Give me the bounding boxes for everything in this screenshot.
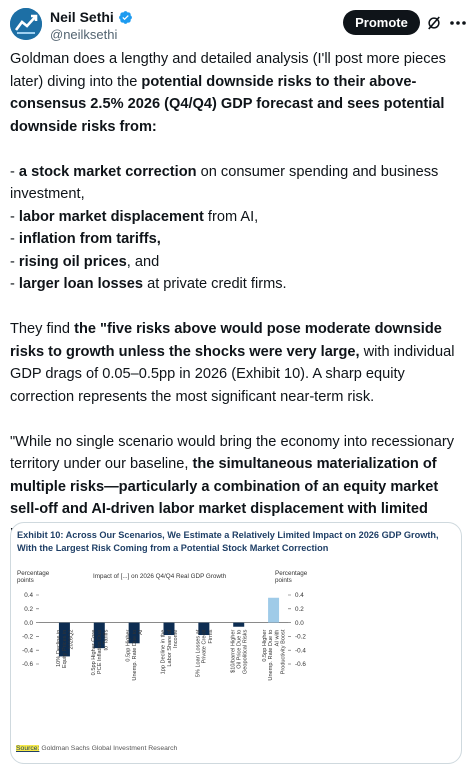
text-run: -	[10, 231, 19, 247]
name-row: Neil Sethi	[50, 9, 133, 25]
chart-image[interactable]: Exhibit 10: Across Our Scenarios, We Est…	[10, 522, 462, 764]
x-tick-label-line: AI	[138, 629, 144, 635]
x-tick-label-line: $10/barrel Higher	[230, 629, 236, 672]
chart-subtitle: Impact of [...] on 2026 Q4/Q4 Real GDP G…	[93, 573, 227, 580]
text-run: -	[10, 276, 19, 292]
more-icon	[450, 21, 466, 25]
y-tick-label-left: 0.2	[24, 606, 33, 613]
x-tick-label: 0.5pp HigherUnemp. Rate Due toAI withPro…	[262, 629, 287, 680]
x-tick-label-line: 1pp Decline in the	[161, 630, 167, 675]
x-tick-label: 10% Decline inEquity Prices in2026Q2	[56, 630, 74, 669]
x-tick-label-line: 5% Loan Losses at	[195, 629, 201, 677]
x-tick-label-line: Income	[173, 630, 179, 648]
x-tick-label-line: 2026Q2	[68, 630, 74, 650]
x-tick-label: 5% Loan Losses atPrivate CreditFirms	[195, 629, 213, 677]
bold-text-run: larger loan losses	[18, 276, 144, 292]
y-tick-label-left: 0.4	[24, 592, 33, 599]
risk-list-item: - rising oil prices, and	[10, 251, 466, 274]
promote-button[interactable]: Promote	[343, 10, 420, 35]
text-run: "While no single scenario would bring th…	[10, 433, 455, 473]
x-tick-label-line: Labor Share of	[167, 629, 173, 666]
text-run: Goldman does a lengthy and detailed anal…	[10, 51, 446, 90]
x-tick-label-line: 0.5pp Higher	[262, 629, 268, 661]
x-tick-label-line: Private Credit	[202, 629, 208, 663]
author-name[interactable]: Neil Sethi	[50, 9, 114, 25]
y-axis-label-right: Percentage	[275, 570, 308, 577]
chart-title: Exhibit 10: Across Our Scenarios, We Est…	[17, 530, 439, 553]
x-tick-label: $10/barrel HigherOil Price Due toGeopoli…	[230, 629, 248, 674]
x-tick-label-line: Firms	[208, 629, 214, 643]
x-tick-label-line: Productivity Boost	[281, 629, 287, 674]
avatar-logo-icon	[10, 8, 42, 40]
post-paragraph-findings: They find the "five risks above would po…	[10, 318, 466, 408]
author-handle[interactable]: @neilksethi	[50, 27, 118, 42]
text-run: from AI,	[203, 208, 259, 225]
text-run: , and	[126, 253, 160, 270]
y-tick-label-left: 0.0	[24, 620, 33, 627]
y-tick-label-right: -0.6	[295, 661, 306, 668]
x-tick-label: 0.5pp Higher CorePCE Inflation Dueto Tar…	[91, 629, 109, 675]
x-tick-label: 1pp Decline in theLabor Share ofIncome	[161, 629, 179, 674]
risk-list-item: - labor market displacement from AI,	[10, 206, 466, 229]
x-tick-label-line: Unemp. Rate Due to	[132, 630, 138, 681]
y-axis-label-left: Percentage	[17, 570, 50, 577]
source-text: Goldman Sachs Global Investment Research	[39, 745, 178, 752]
post-risk-list: - a stock market correction on consumer …	[10, 161, 466, 296]
avatar[interactable]	[10, 8, 42, 40]
post-text: Goldman does a lengthy and detailed anal…	[10, 48, 466, 588]
text-run: on consumer spending and business invest…	[10, 163, 439, 203]
source-label: Source:	[16, 745, 40, 752]
text-run: -	[10, 163, 19, 180]
text-run: at private credit firms.	[143, 276, 287, 292]
y-tick-label-right: 0.0	[295, 620, 304, 627]
bar	[198, 622, 210, 636]
bold-text-run: labor market displacement	[18, 208, 204, 225]
text-run: -	[10, 253, 19, 270]
x-tick-label-line: Geopolitical Risks	[243, 629, 249, 674]
bar	[163, 622, 175, 636]
x-tick-label-line: AI with	[274, 630, 280, 647]
risk-list-item: - inflation from tariffs,	[10, 228, 466, 251]
x-tick-label-line: to Tariffs	[103, 629, 109, 650]
text-run: They find	[10, 321, 75, 337]
y-tick-label-right: -0.2	[295, 634, 306, 641]
chart-source: Source: Goldman Sachs Global Investment …	[16, 745, 177, 752]
bar	[93, 622, 105, 649]
verified-badge-icon	[118, 10, 132, 24]
bar	[128, 622, 140, 644]
risk-list-item: - a stock market correction on consumer …	[10, 161, 466, 206]
bold-text-run: rising oil prices	[18, 253, 127, 270]
bar	[58, 622, 70, 657]
y-tick-label-right: -0.4	[295, 647, 306, 654]
x-tick-label: 0.5pp HigherUnemp. Rate Due toAI	[126, 629, 144, 680]
y-tick-label-left: -0.2	[22, 634, 33, 641]
text-run: -	[10, 208, 19, 225]
x-tick-label-line: 10% Decline in	[56, 630, 62, 667]
y-tick-label-right: 0.2	[295, 606, 304, 613]
x-tick-label-line: 0.5pp Higher Core	[91, 630, 97, 676]
y-tick-label-right: 0.4	[295, 592, 304, 599]
more-button[interactable]	[447, 13, 469, 33]
bold-text-run: the "five risks above would pose moderat…	[10, 321, 442, 360]
grok-icon[interactable]	[425, 14, 443, 32]
y-tick-label-left: -0.4	[22, 647, 33, 654]
x-tick-label-line: 0.5pp Higher	[126, 629, 132, 661]
x-tick-label-line: Equity Prices in	[62, 630, 68, 669]
y-tick-label-left: -0.6	[22, 661, 33, 668]
y-axis-label-left-2: points	[17, 577, 34, 584]
bold-text-run: a stock market correction	[18, 163, 197, 180]
x-tick-label-line: PCE Inflation Due	[97, 630, 103, 674]
post-header: Neil Sethi @neilksethi Promote	[0, 0, 476, 52]
bold-text-run: potential downside risks to their above-…	[10, 73, 445, 135]
bar	[233, 622, 245, 627]
bold-text-run: inflation from tariffs,	[18, 231, 161, 247]
x-tick-label-line: Unemp. Rate Due to	[268, 630, 274, 681]
bar	[268, 597, 280, 623]
post-paragraph-intro: Goldman does a lengthy and detailed anal…	[10, 48, 466, 138]
y-axis-label-right-2: points	[275, 577, 292, 584]
x-tick-label-line: Oil Price Due to	[237, 630, 243, 669]
risk-list-item: - larger loan losses at private credit f…	[10, 273, 466, 296]
text-run: with individual GDP drags of 0.05–0.5pp …	[10, 343, 455, 405]
